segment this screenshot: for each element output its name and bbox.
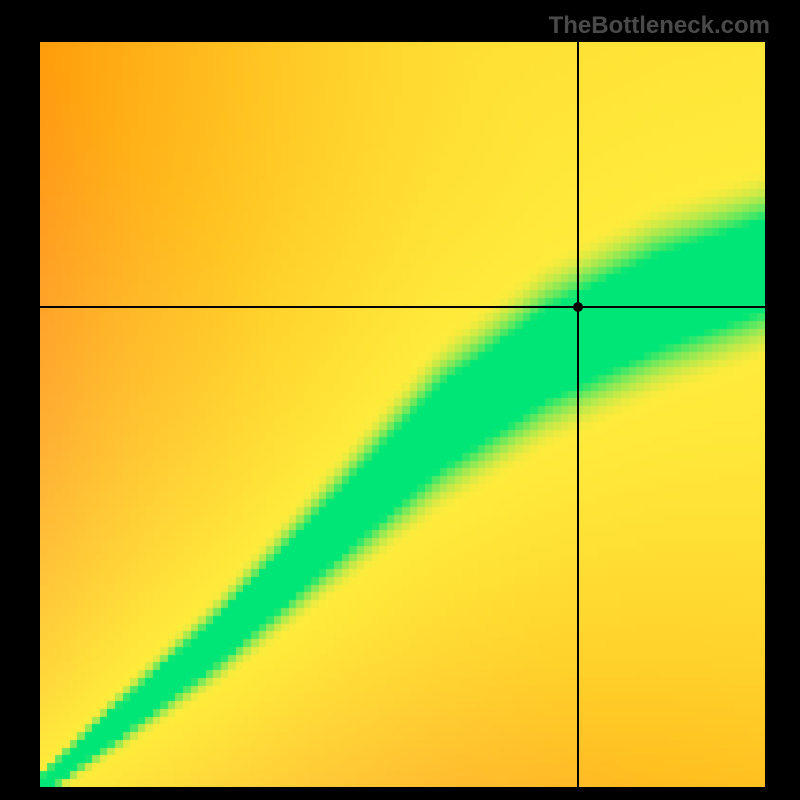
crosshair-dot [573,302,583,312]
chart-container: { "watermark": { "text": "TheBottleneck.… [0,0,800,800]
crosshair-horizontal [40,306,765,308]
heatmap-canvas [40,42,765,787]
crosshair-vertical [577,42,579,787]
watermark-text: TheBottleneck.com [549,12,770,40]
